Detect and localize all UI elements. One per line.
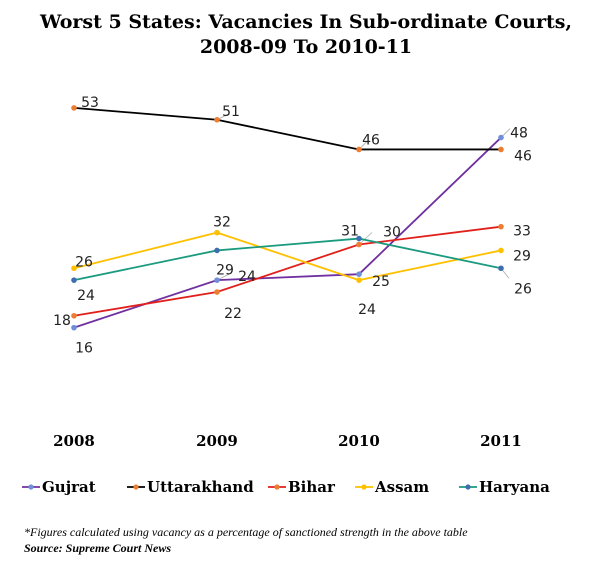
- legend-item-haryana: Haryana: [459, 478, 550, 496]
- data-label-gujrat-2011: 48: [510, 126, 528, 142]
- data-label-gujrat-2010: 25: [372, 274, 390, 290]
- x-tick-2009: 2009: [196, 432, 238, 450]
- data-label-assam-2010: 24: [358, 302, 376, 318]
- data-point-gujrat-2009: [214, 277, 220, 283]
- legend-marker-uttarakhand: [133, 484, 139, 490]
- data-label-bihar-2009: 22: [224, 306, 242, 322]
- legend-marker-assam: [361, 484, 367, 490]
- data-point-uttarakhand-2010: [356, 146, 362, 153]
- chart-title-line-2: 2008-09 To 2010-11: [200, 36, 412, 58]
- series-line-haryana: [73, 237, 502, 282]
- data-point-haryana-2009: [214, 247, 220, 254]
- data-point-bihar-2008: [71, 312, 77, 319]
- series-lines: [73, 106, 502, 329]
- data-point-assam-2008: [71, 265, 77, 272]
- data-label-haryana-2008: 24: [77, 288, 95, 304]
- data-label-assam-2008: 26: [75, 254, 93, 270]
- series-line-uttarakhand: [73, 106, 501, 151]
- data-label-uttarakhand-2008: 53: [81, 95, 99, 111]
- data-point-gujrat-2008: [71, 324, 77, 331]
- legend-item-assam: Assam: [355, 478, 429, 496]
- data-point-uttarakhand-2011: [498, 146, 504, 153]
- data-label-bihar-2008: 18: [53, 313, 71, 329]
- data-label-haryana-2009: 29: [216, 262, 234, 278]
- chart-title-line-1: Worst 5 States: Vacancies In Sub-ordinat…: [39, 11, 572, 33]
- data-point-uttarakhand-2008: [71, 105, 77, 111]
- legend-item-gujrat: Gujrat: [22, 478, 96, 496]
- data-label-haryana-2010: 31: [341, 224, 359, 240]
- x-tick-2011: 2011: [480, 432, 522, 450]
- data-point-haryana-2008: [71, 277, 77, 283]
- data-point-bihar-2009: [214, 289, 220, 295]
- data-label-assam-2011: 29: [513, 248, 531, 264]
- data-point-assam-2009: [214, 229, 220, 236]
- data-label-uttarakhand-2010: 46: [362, 132, 380, 148]
- x-tick-2010: 2010: [338, 432, 380, 450]
- data-point-gujrat-2010: [356, 271, 362, 278]
- legend-label-uttarakhand: Uttarakhand: [147, 478, 254, 496]
- data-label-bihar-2010: 30: [383, 225, 401, 241]
- data-point-gujrat-2011: [498, 134, 504, 141]
- series-markers: [71, 105, 504, 331]
- footnote: *Figures calculated using vacancy as a p…: [24, 525, 468, 539]
- legend-item-bihar: Bihar: [268, 478, 336, 496]
- legend-label-bihar: Bihar: [288, 478, 336, 496]
- x-tick-2008: 2008: [53, 432, 95, 450]
- legend-marker-bihar: [274, 484, 280, 490]
- data-point-bihar-2011: [498, 223, 504, 230]
- data-point-haryana-2011: [498, 265, 504, 272]
- data-label-haryana-2011: 26: [514, 281, 532, 297]
- legend-label-haryana: Haryana: [479, 478, 550, 496]
- leader-line-bihar-2010: [358, 232, 373, 245]
- legend-item-uttarakhand: Uttarakhand: [127, 478, 254, 496]
- data-point-bihar-2010: [356, 241, 362, 248]
- data-label-uttarakhand-2009: 51: [222, 104, 240, 120]
- data-label-gujrat-2009: 24: [238, 269, 256, 285]
- data-point-assam-2011: [498, 247, 504, 254]
- legend-marker-haryana: [465, 484, 471, 490]
- source-note: Source: Supreme Court News: [24, 541, 171, 555]
- data-label-uttarakhand-2011: 46: [514, 148, 532, 164]
- data-label-gujrat-2008: 16: [75, 341, 93, 357]
- legend-label-gujrat: Gujrat: [42, 478, 96, 496]
- series-line-gujrat: [73, 136, 502, 329]
- series-line-bihar: [73, 225, 502, 317]
- data-label-bihar-2011: 33: [513, 224, 531, 240]
- legend-marker-gujrat: [28, 484, 34, 490]
- x-axis-ticks: 2008 2009 2010 2011: [53, 432, 522, 450]
- data-point-haryana-2010: [356, 235, 362, 242]
- legend-label-assam: Assam: [374, 478, 429, 496]
- data-point-assam-2010: [356, 277, 362, 283]
- data-point-uttarakhand-2009: [214, 116, 220, 123]
- series-line-assam: [73, 231, 502, 282]
- legend: Gujrat Uttarakhand Bihar Assam Haryana: [22, 478, 550, 496]
- data-label-assam-2009: 32: [213, 215, 231, 231]
